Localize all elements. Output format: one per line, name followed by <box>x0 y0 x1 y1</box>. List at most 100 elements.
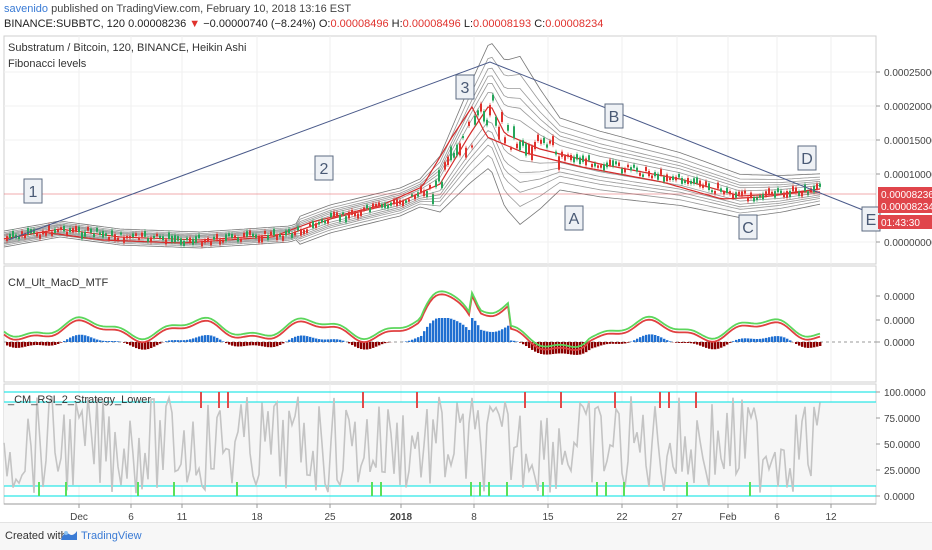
candle <box>726 187 728 193</box>
macd-histogram-bar <box>189 339 192 342</box>
candle <box>549 140 551 144</box>
macd-histogram-bar <box>591 342 594 349</box>
candle <box>624 168 626 173</box>
symbol-label[interactable]: BINANCE:SUBBTC, 120 <box>4 18 126 30</box>
macd-histogram-bar <box>78 334 81 342</box>
macd-histogram-bar <box>666 340 669 342</box>
macd-histogram-bar <box>759 338 762 342</box>
macd-histogram-bar <box>423 331 426 342</box>
macd-histogram-bar <box>687 342 690 343</box>
macd-histogram-bar <box>369 342 372 349</box>
candle <box>792 186 794 192</box>
candle <box>147 238 149 242</box>
candle <box>51 231 53 236</box>
candle <box>615 161 617 165</box>
candle <box>525 143 527 156</box>
candle <box>336 212 338 217</box>
low-label: L: <box>463 18 474 30</box>
macd-histogram-bar <box>204 335 207 342</box>
main-y-tick-label: 0.00020000 <box>884 102 932 113</box>
candle <box>105 233 107 237</box>
candle <box>747 197 749 202</box>
candle <box>207 237 209 242</box>
macd-histogram-bar <box>690 342 693 344</box>
candle <box>102 231 104 238</box>
candle <box>660 169 662 175</box>
candle <box>735 192 737 198</box>
macd-histogram-bar <box>126 342 129 344</box>
macd-histogram-bar <box>288 339 291 342</box>
candle <box>180 238 182 245</box>
macd-histogram-bar <box>222 341 225 342</box>
chart-canvas[interactable]: 0.00025000 0.00020000 0.00015000 0.00010000… <box>0 34 932 522</box>
macd-histogram-bar <box>234 342 237 347</box>
time-axis-label: 22 <box>616 512 628 522</box>
candle <box>552 136 554 146</box>
low-value: 0.00008193 <box>473 18 532 30</box>
macd-histogram-bar <box>651 334 654 342</box>
macd-histogram-bar <box>291 338 294 342</box>
macd-histogram-bar <box>783 337 786 342</box>
macd-histogram-bar <box>525 342 528 347</box>
candle <box>774 191 776 198</box>
macd-histogram-bar <box>627 342 630 343</box>
open-label: O: <box>318 18 331 30</box>
candle <box>423 190 425 197</box>
macd-histogram-bar <box>18 342 21 348</box>
macd-histogram-bar <box>357 342 360 349</box>
candle <box>444 162 446 170</box>
candle <box>591 163 593 168</box>
macd-histogram-bar <box>15 342 18 348</box>
candle <box>120 232 122 235</box>
candle <box>144 231 146 237</box>
candle <box>669 177 671 181</box>
tradingview-logo-icon[interactable] <box>60 528 78 542</box>
macd-histogram-bar <box>639 337 642 342</box>
macd-histogram-bar <box>711 342 714 350</box>
macd-histogram-bar <box>273 342 276 347</box>
macd-histogram-bar <box>540 342 543 354</box>
macd-histogram-bar <box>477 325 480 342</box>
macd-histogram-bar <box>816 342 819 347</box>
candle <box>165 239 167 245</box>
wave-label-box <box>564 205 584 231</box>
candle <box>576 154 578 160</box>
candle <box>579 157 581 165</box>
candle <box>384 203 386 208</box>
candle <box>189 237 191 243</box>
candle <box>621 168 623 174</box>
macd-histogram-bar <box>756 338 759 342</box>
macd-histogram-bar <box>81 334 84 342</box>
candle <box>315 223 317 228</box>
candle <box>711 190 713 193</box>
chart-area[interactable]: 0.00025000 0.00020000 0.00015000 0.00010000… <box>0 34 932 522</box>
candle <box>141 232 143 237</box>
macd-histogram-bar <box>51 342 54 346</box>
candle <box>723 191 725 195</box>
macd-histogram-bar <box>12 342 15 348</box>
tradingview-brand-link[interactable]: TradingView <box>81 530 142 542</box>
candle <box>399 200 401 205</box>
candle <box>471 145 473 148</box>
candle <box>69 228 71 233</box>
macd-histogram-bar <box>456 321 459 342</box>
macd-histogram-bar <box>300 335 303 342</box>
main-pane-subtitle: Fibonacci levels <box>8 58 87 70</box>
macd-histogram-bar <box>87 336 90 342</box>
candle <box>135 233 137 237</box>
candle <box>531 146 533 161</box>
macd-histogram-bar <box>72 336 75 342</box>
macd-histogram-bar <box>84 335 87 342</box>
macd-histogram-bar <box>501 329 504 342</box>
candle <box>270 231 272 236</box>
macd-histogram-bar <box>297 335 300 342</box>
author-link[interactable]: savenido <box>4 3 49 15</box>
candle <box>708 183 710 191</box>
macd-histogram-bar <box>774 336 777 342</box>
macd-histogram-bar <box>678 342 681 343</box>
close-label: C: <box>534 18 546 30</box>
macd-histogram-bar <box>42 342 45 346</box>
macd-histogram-bar <box>93 338 96 342</box>
macd-histogram-bar <box>363 342 366 350</box>
macd-histogram-bar <box>405 341 408 342</box>
